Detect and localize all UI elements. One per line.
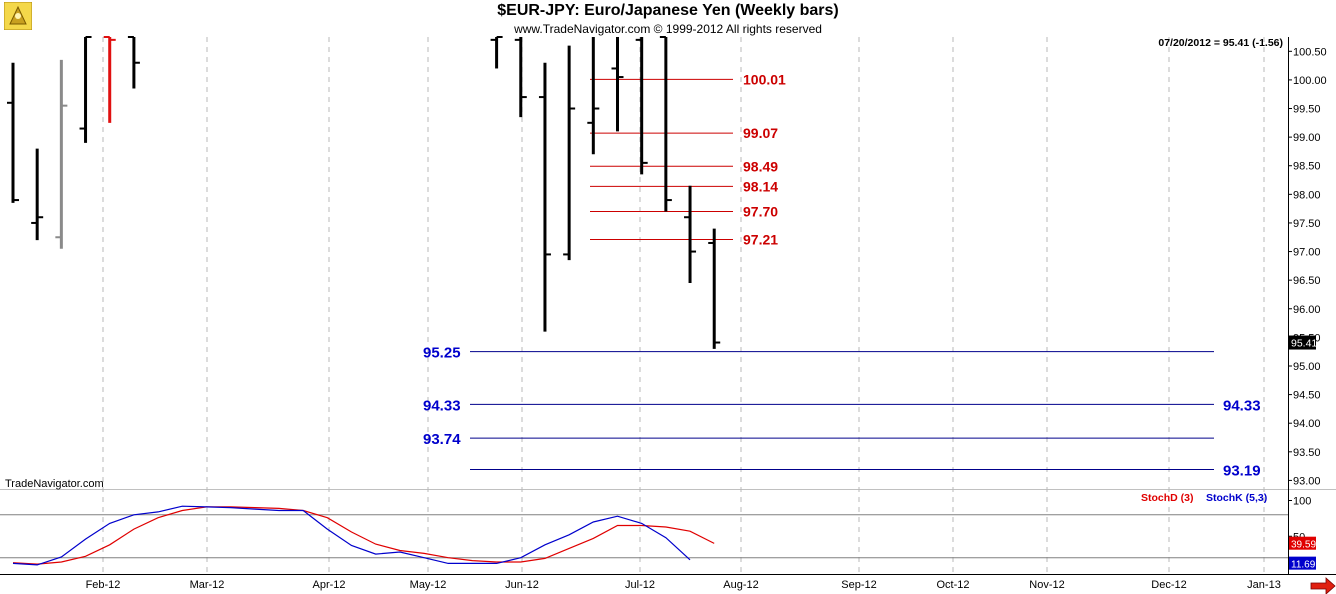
y-tick-label: 99.50 [1293, 104, 1321, 116]
y-tick-label: 93.50 [1293, 447, 1321, 459]
fib-level-label: 100.01 [743, 71, 786, 87]
x-tick-label: May-12 [410, 579, 447, 591]
y-tick-label: 98.50 [1293, 161, 1321, 173]
y-tick-label: 97.00 [1293, 247, 1321, 259]
y-tick-label: 100.50 [1293, 46, 1327, 58]
fib-level-label: 98.49 [743, 158, 778, 174]
stoch-y-tick-label: 100 [1293, 496, 1311, 508]
stoch-d-legend: StochD (3) [1141, 492, 1194, 504]
y-tick-label: 96.00 [1293, 304, 1321, 316]
fib-level-label: 97.21 [743, 232, 778, 248]
x-tick-label: Feb-12 [86, 579, 121, 591]
fib-level-label: 97.70 [743, 204, 778, 220]
x-tick-label: Dec-12 [1151, 579, 1186, 591]
support-level-label-right: 93.19 [1223, 463, 1261, 480]
x-tick-label: Nov-12 [1029, 579, 1064, 591]
x-tick-label: Mar-12 [190, 579, 225, 591]
stochastic-panel [0, 491, 1288, 572]
stoch-d-flag [1289, 536, 1316, 550]
y-tick-label: 98.00 [1293, 189, 1321, 201]
price-flag [1289, 335, 1316, 350]
watermark: TradeNavigator.com [5, 478, 104, 490]
price-flag-label: 95.41 [1291, 338, 1317, 350]
y-tick-label: 93.00 [1293, 475, 1321, 487]
stoch-k-legend: StochK (5,3) [1206, 492, 1267, 504]
tradenavigator-logo-icon [4, 2, 32, 30]
y-tick-label: 97.50 [1293, 218, 1321, 230]
x-tick-label: Oct-12 [936, 579, 969, 591]
support-level-label-left: 94.33 [423, 397, 461, 414]
chart-subtitle: www.TradeNavigator.com © 1999-2012 All r… [514, 22, 822, 36]
support-level-label-left: 95.25 [423, 345, 461, 362]
scroll-right-arrow-icon[interactable] [1310, 577, 1336, 594]
chart-title: $EUR-JPY: Euro/Japanese Yen (Weekly bars… [497, 2, 839, 19]
support-level-label-left: 93.74 [423, 431, 461, 448]
y-tick-label: 94.50 [1293, 390, 1321, 402]
stoch-k-line [12, 505, 691, 566]
x-tick-label: Aug-12 [723, 579, 758, 591]
y-tick-label: 95.00 [1293, 361, 1321, 373]
x-tick-label: Jan-13 [1247, 579, 1281, 591]
x-tick-label: Jun-12 [505, 579, 539, 591]
y-tick-label: 96.50 [1293, 275, 1321, 287]
y-tick-label: 100.00 [1293, 75, 1327, 87]
fib-level-label: 98.14 [743, 178, 778, 194]
stoch-d-line [12, 506, 715, 565]
x-tick-label: Jul-12 [625, 579, 655, 591]
x-tick-label: Apr-12 [312, 579, 345, 591]
price-panel [0, 37, 1288, 489]
stoch-d-flag-label: 39.59 [1291, 540, 1316, 551]
last-value-readout: 07/20/2012 = 95.41 (-1.56) [1158, 37, 1283, 49]
x-tick-label: Sep-12 [841, 579, 876, 591]
y-tick-label: 94.00 [1293, 418, 1321, 430]
fib-level-label: 99.07 [743, 125, 778, 141]
stoch-k-flag [1289, 556, 1316, 570]
stoch-k-flag-label: 11.69 [1291, 560, 1316, 571]
support-level-label-right: 94.33 [1223, 397, 1261, 414]
y-tick-label: 99.00 [1293, 132, 1321, 144]
